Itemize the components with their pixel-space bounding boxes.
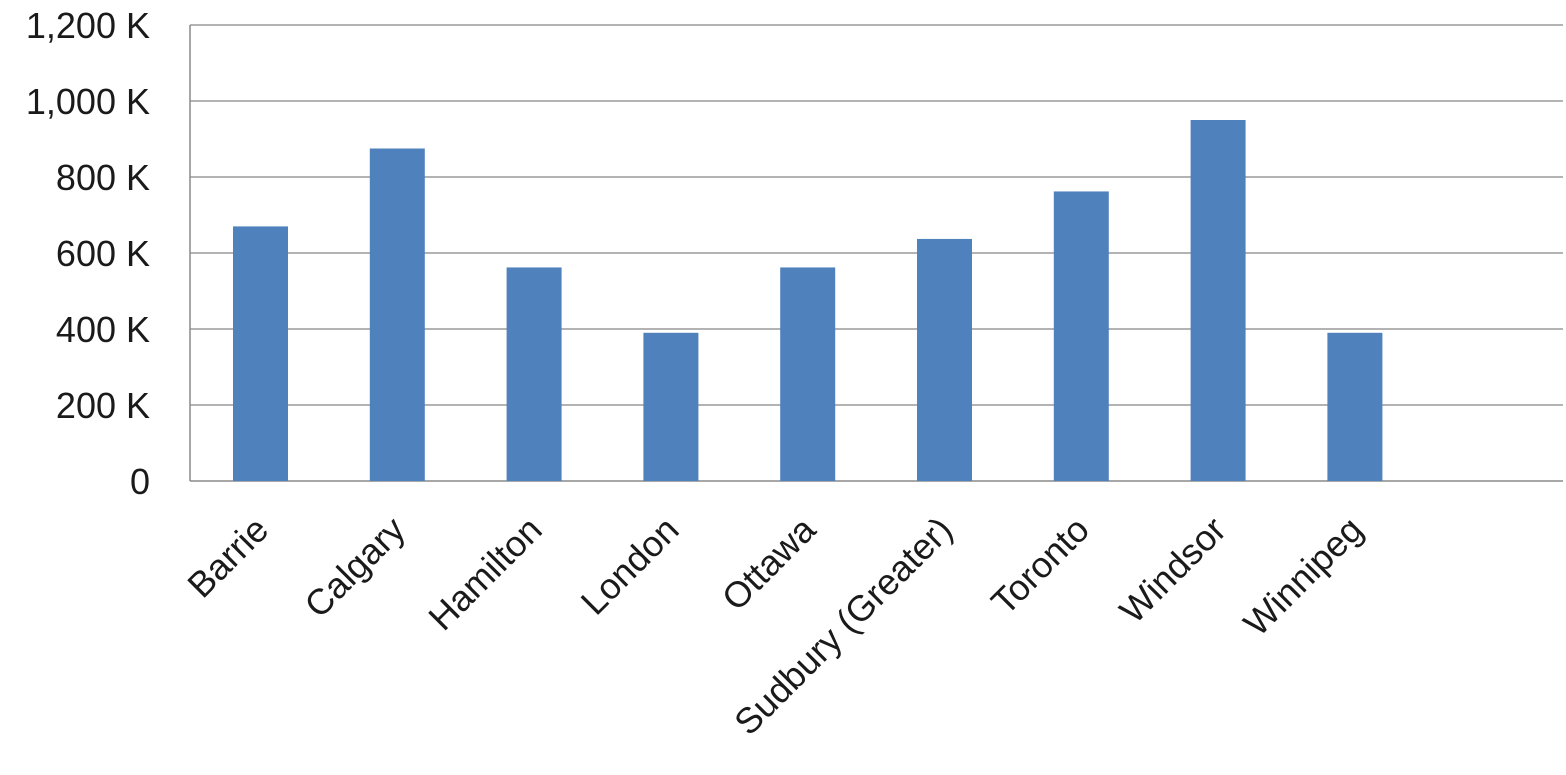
x-category-label: Ottawa — [714, 508, 824, 618]
y-tick-label: 800 K — [56, 157, 150, 198]
y-tick-label: 0 — [130, 461, 150, 502]
x-category-label: Barrie — [179, 509, 276, 606]
y-axis-tick-labels: 0 200 K 400 K 600 K 800 K 1,000 K 1,200 K — [26, 5, 150, 502]
x-axis-category-labels: Barrie Calgary Hamilton London OttawaSudbury… — [179, 508, 1370, 743]
bar — [917, 238, 972, 481]
y-tick-label: 400 K — [56, 309, 150, 350]
bars — [233, 120, 1383, 481]
bar — [1327, 332, 1383, 481]
bar — [369, 148, 425, 481]
bar — [643, 332, 699, 481]
y-tick-label: 200 K — [56, 385, 150, 426]
y-tick-label: 1,200 K — [26, 5, 150, 46]
bar — [1190, 120, 1246, 481]
x-category-label: Toronto — [983, 509, 1097, 623]
x-category-label: Winnipeg — [1235, 509, 1370, 644]
y-tick-label: 600 K — [56, 233, 150, 274]
bar — [506, 267, 562, 481]
x-category-label: Calgary — [296, 509, 413, 626]
x-category-label: London — [573, 509, 687, 623]
bar — [780, 267, 836, 481]
x-category-label: Windsor — [1111, 509, 1233, 631]
x-category-label: Hamilton — [420, 509, 549, 638]
bar — [1053, 191, 1109, 481]
bar — [233, 226, 288, 481]
y-tick-label: 1,000 K — [26, 81, 150, 122]
